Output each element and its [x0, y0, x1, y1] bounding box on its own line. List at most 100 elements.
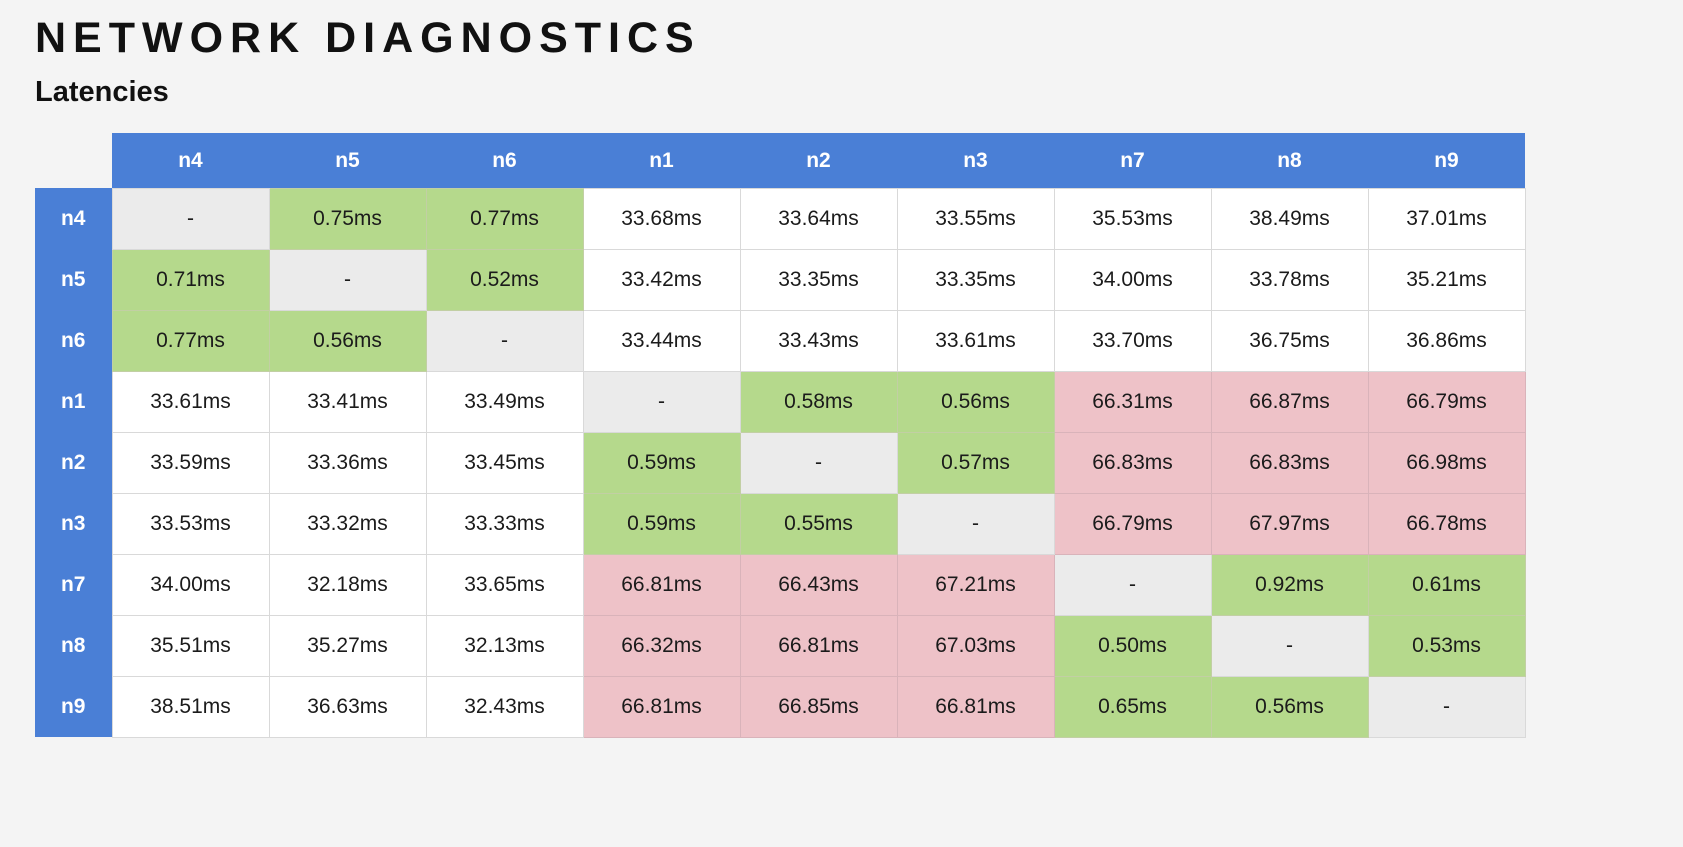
latency-cell-n4-n8: 38.49ms — [1210, 187, 1369, 250]
latency-cell-n9-n3: 66.81ms — [896, 675, 1055, 738]
latency-cell-n8-n8: - — [1210, 614, 1369, 677]
latency-cell-n4-n2: 33.64ms — [739, 187, 898, 250]
latency-cell-n4-n3: 33.55ms — [896, 187, 1055, 250]
latency-cell-n5-n7: 34.00ms — [1053, 248, 1212, 311]
latency-cell-n3-n4: 33.53ms — [111, 492, 270, 555]
latency-cell-n9-n2: 66.85ms — [739, 675, 898, 738]
latency-cell-n9-n9: - — [1367, 675, 1526, 738]
column-header-n1: n1 — [583, 133, 740, 189]
latency-cell-n5-n4: 0.71ms — [111, 248, 270, 311]
latency-cell-n7-n8: 0.92ms — [1210, 553, 1369, 616]
row-header-n3: n3 — [35, 493, 112, 555]
latency-cell-n9-n6: 32.43ms — [425, 675, 584, 738]
latency-cell-n7-n3: 67.21ms — [896, 553, 1055, 616]
column-header-row: n4 n5 n6 n1 n2 n3 n7 n8 n9 — [35, 133, 1525, 189]
latency-cell-n6-n6: - — [425, 309, 584, 372]
row-header-n9: n9 — [35, 676, 112, 738]
latency-cell-n2-n1: 0.59ms — [582, 431, 741, 494]
latency-cell-n6-n5: 0.56ms — [268, 309, 427, 372]
latency-cell-n7-n9: 0.61ms — [1367, 553, 1526, 616]
latency-cell-n9-n5: 36.63ms — [268, 675, 427, 738]
latency-cell-n8-n2: 66.81ms — [739, 614, 898, 677]
corner-cell — [35, 133, 112, 188]
row-header-n6: n6 — [35, 310, 112, 372]
latency-cell-n6-n9: 36.86ms — [1367, 309, 1526, 372]
latency-cell-n5-n8: 33.78ms — [1210, 248, 1369, 311]
latency-cell-n1-n9: 66.79ms — [1367, 370, 1526, 433]
latency-cell-n4-n1: 33.68ms — [582, 187, 741, 250]
latency-matrix-body: n4-0.75ms 0.77ms 33.68ms 33.64ms 33.55ms 35.5… — [35, 187, 1526, 738]
latency-cell-n8-n1: 66.32ms — [582, 614, 741, 677]
latency-cell-n6-n4: 0.77ms — [111, 309, 270, 372]
latency-cell-n8-n5: 35.27ms — [268, 614, 427, 677]
latency-row-n4: n4-0.75ms 0.77ms 33.68ms 33.64ms 33.55ms 35.5… — [35, 187, 1526, 250]
column-header-n2: n2 — [740, 133, 897, 189]
latency-cell-n3-n6: 33.33ms — [425, 492, 584, 555]
latency-cell-n8-n4: 35.51ms — [111, 614, 270, 677]
latency-row-n1: n1 33.61ms 33.41ms 33.49ms -0.58ms 0.56ms 66.3… — [35, 370, 1526, 433]
latency-cell-n6-n3: 33.61ms — [896, 309, 1055, 372]
latency-cell-n4-n5: 0.75ms — [268, 187, 427, 250]
latency-cell-n5-n9: 35.21ms — [1367, 248, 1526, 311]
column-header-n4: n4 — [112, 133, 269, 189]
latency-cell-n3-n5: 33.32ms — [268, 492, 427, 555]
latency-cell-n1-n4: 33.61ms — [111, 370, 270, 433]
row-header-n1: n1 — [35, 371, 112, 433]
latency-cell-n2-n8: 66.83ms — [1210, 431, 1369, 494]
latency-cell-n2-n6: 33.45ms — [425, 431, 584, 494]
latency-cell-n2-n2: - — [739, 431, 898, 494]
row-header-n5: n5 — [35, 249, 112, 311]
section-title-latencies: Latencies — [35, 76, 169, 109]
latency-cell-n6-n2: 33.43ms — [739, 309, 898, 372]
latency-cell-n3-n2: 0.55ms — [739, 492, 898, 555]
latency-cell-n1-n3: 0.56ms — [896, 370, 1055, 433]
latency-cell-n1-n6: 33.49ms — [425, 370, 584, 433]
column-header-n7: n7 — [1054, 133, 1211, 189]
latency-cell-n6-n8: 36.75ms — [1210, 309, 1369, 372]
column-header-n3: n3 — [897, 133, 1054, 189]
latency-cell-n5-n6: 0.52ms — [425, 248, 584, 311]
latency-cell-n3-n1: 0.59ms — [582, 492, 741, 555]
latency-cell-n8-n3: 67.03ms — [896, 614, 1055, 677]
latency-cell-n4-n9: 37.01ms — [1367, 187, 1526, 250]
latency-cell-n8-n7: 0.50ms — [1053, 614, 1212, 677]
latency-cell-n1-n7: 66.31ms — [1053, 370, 1212, 433]
latency-cell-n8-n6: 32.13ms — [425, 614, 584, 677]
latency-row-n8: n8 35.51ms 35.27ms 32.13ms 66.32ms 66.81ms 67.… — [35, 614, 1526, 677]
latency-cell-n5-n3: 33.35ms — [896, 248, 1055, 311]
latency-cell-n7-n6: 33.65ms — [425, 553, 584, 616]
latency-cell-n5-n5: - — [268, 248, 427, 311]
latency-cell-n9-n4: 38.51ms — [111, 675, 270, 738]
latency-row-n3: n3 33.53ms 33.32ms 33.33ms 0.59ms 0.55ms -66.7… — [35, 492, 1526, 555]
latency-cell-n2-n4: 33.59ms — [111, 431, 270, 494]
column-header-n9: n9 — [1368, 133, 1525, 189]
column-header-n5: n5 — [269, 133, 426, 189]
latency-matrix-table: n4 n5 n6 n1 n2 n3 n7 n8 n9 n4-0.75ms 0.77ms 33.68m… — [35, 133, 1526, 738]
latency-row-n6: n6 0.77ms 0.56ms -33.44ms 33.43ms 33.61ms 33.7… — [35, 309, 1526, 372]
latency-cell-n7-n2: 66.43ms — [739, 553, 898, 616]
latency-cell-n9-n1: 66.81ms — [582, 675, 741, 738]
latency-cell-n4-n4: - — [111, 187, 270, 250]
row-header-n8: n8 — [35, 615, 112, 677]
latency-cell-n4-n7: 35.53ms — [1053, 187, 1212, 250]
row-header-n4: n4 — [35, 188, 112, 250]
latency-cell-n5-n2: 33.35ms — [739, 248, 898, 311]
latency-cell-n8-n9: 0.53ms — [1367, 614, 1526, 677]
latency-cell-n7-n4: 34.00ms — [111, 553, 270, 616]
latency-cell-n5-n1: 33.42ms — [582, 248, 741, 311]
latency-cell-n3-n7: 66.79ms — [1053, 492, 1212, 555]
column-header-n8: n8 — [1211, 133, 1368, 189]
latency-cell-n1-n1: - — [582, 370, 741, 433]
row-header-n2: n2 — [35, 432, 112, 494]
latency-cell-n9-n8: 0.56ms — [1210, 675, 1369, 738]
latency-cell-n7-n5: 32.18ms — [268, 553, 427, 616]
latency-cell-n2-n7: 66.83ms — [1053, 431, 1212, 494]
latency-cell-n9-n7: 0.65ms — [1053, 675, 1212, 738]
latency-cell-n2-n3: 0.57ms — [896, 431, 1055, 494]
latency-cell-n6-n1: 33.44ms — [582, 309, 741, 372]
row-header-n7: n7 — [35, 554, 112, 616]
latency-cell-n1-n5: 33.41ms — [268, 370, 427, 433]
latency-row-n5: n5 0.71ms -0.52ms 33.42ms 33.35ms 33.35ms 34.0… — [35, 248, 1526, 311]
latency-cell-n6-n7: 33.70ms — [1053, 309, 1212, 372]
